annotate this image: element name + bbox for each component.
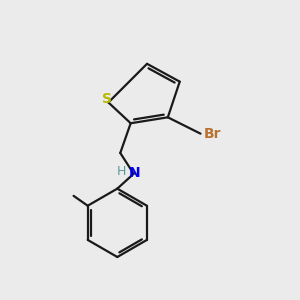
Text: S: S (102, 92, 112, 106)
Text: N: N (129, 166, 140, 180)
Text: H: H (117, 165, 127, 178)
Text: Br: Br (204, 127, 222, 141)
